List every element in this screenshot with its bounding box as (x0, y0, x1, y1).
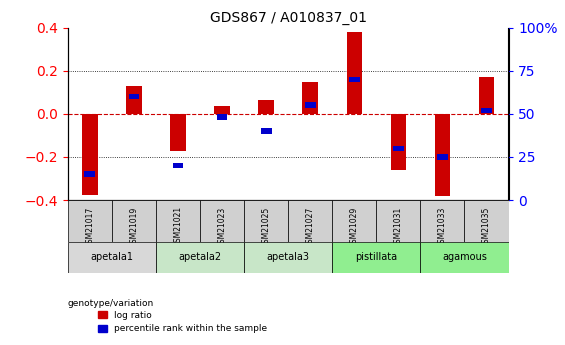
FancyBboxPatch shape (332, 241, 420, 273)
FancyBboxPatch shape (112, 200, 156, 242)
Bar (481, 108, 492, 113)
FancyBboxPatch shape (244, 200, 288, 242)
Text: GSM21021: GSM21021 (173, 206, 182, 247)
Bar (479, 77, 494, 114)
Text: pistillata: pistillata (355, 252, 397, 262)
Text: GSM21017: GSM21017 (85, 206, 94, 248)
Title: GDS867 / A010837_01: GDS867 / A010837_01 (210, 11, 367, 25)
Text: genotype/variation: genotype/variation (68, 299, 154, 308)
Bar (437, 154, 448, 159)
Bar (393, 146, 404, 151)
Bar (214, 106, 230, 114)
FancyBboxPatch shape (156, 200, 200, 242)
Bar (434, 114, 450, 196)
Text: GSM21023: GSM21023 (218, 206, 227, 248)
Legend: log ratio, percentile rank within the sample: log ratio, percentile rank within the sa… (94, 307, 271, 337)
Text: GSM21035: GSM21035 (482, 206, 491, 248)
Bar (170, 114, 186, 150)
Text: GSM21019: GSM21019 (129, 206, 138, 248)
Bar (216, 115, 228, 120)
FancyBboxPatch shape (332, 200, 376, 242)
Text: apetala3: apetala3 (267, 252, 310, 262)
FancyBboxPatch shape (464, 200, 508, 242)
Bar (258, 100, 274, 114)
Bar (128, 94, 140, 99)
FancyBboxPatch shape (244, 241, 332, 273)
Text: apetala1: apetala1 (90, 252, 133, 262)
Text: GSM21027: GSM21027 (306, 206, 315, 248)
Bar (302, 81, 318, 114)
Bar (126, 86, 142, 114)
Bar (305, 102, 316, 108)
Bar (390, 114, 406, 170)
Text: GSM21025: GSM21025 (262, 206, 271, 248)
FancyBboxPatch shape (156, 241, 244, 273)
FancyBboxPatch shape (288, 200, 332, 242)
Bar (84, 171, 95, 177)
Bar (349, 77, 360, 82)
Text: agamous: agamous (442, 252, 487, 262)
Bar (260, 128, 272, 134)
FancyBboxPatch shape (376, 200, 420, 242)
FancyBboxPatch shape (68, 241, 156, 273)
Text: GSM21031: GSM21031 (394, 206, 403, 248)
FancyBboxPatch shape (420, 241, 508, 273)
FancyBboxPatch shape (200, 200, 244, 242)
Text: GSM21029: GSM21029 (350, 206, 359, 248)
FancyBboxPatch shape (420, 200, 464, 242)
Bar (346, 32, 362, 114)
Text: GSM21033: GSM21033 (438, 206, 447, 248)
Text: apetala2: apetala2 (179, 252, 221, 262)
Bar (82, 114, 98, 195)
FancyBboxPatch shape (68, 200, 112, 242)
Bar (172, 163, 184, 168)
